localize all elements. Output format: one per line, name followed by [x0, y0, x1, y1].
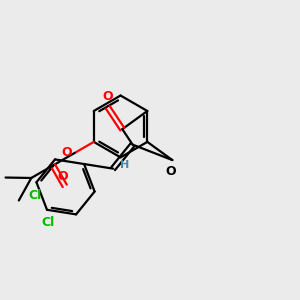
Text: O: O [57, 170, 68, 183]
Text: Cl: Cl [42, 216, 55, 229]
Text: H: H [120, 160, 129, 170]
Text: O: O [166, 165, 176, 178]
Text: Cl: Cl [28, 189, 42, 202]
Text: O: O [102, 90, 113, 103]
Text: O: O [62, 146, 72, 159]
